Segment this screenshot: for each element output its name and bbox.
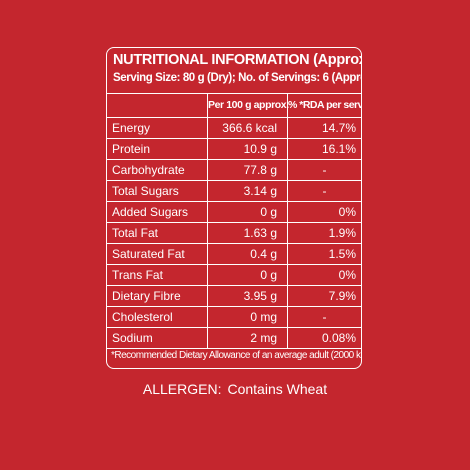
nutrient-name: Added Sugars: [112, 205, 189, 219]
nutrient-value: 1.63 g: [207, 223, 287, 244]
table-title: NUTRITIONAL INFORMATION (Approx.): [113, 52, 362, 68]
table-row: Added Sugars 0 g 0%: [107, 202, 361, 223]
nutrient-rda: 1.9%: [287, 223, 361, 244]
nutrient-rda: -: [287, 160, 361, 181]
nutrient-rda: 7.9%: [287, 286, 361, 307]
table-row: Total Fat 1.63 g 1.9%: [107, 223, 361, 244]
nutrient-value: 0 g: [207, 265, 287, 286]
nutrient-rda: 14.7%: [287, 118, 361, 139]
nutrient-value: 366.6 kcal: [207, 118, 287, 139]
column-header-per100: Per 100 g approx.: [207, 94, 289, 117]
nutrient-name: Energy: [112, 121, 151, 135]
table-row: Sodium 2 mg 0.08%: [107, 328, 361, 349]
allergen-text: Contains Wheat: [227, 381, 328, 397]
table-row: Total Sugars 3.14 g-: [107, 181, 361, 202]
allergen-label: ALLERGEN:: [142, 381, 222, 397]
nutrient-value: 3.14 g: [207, 181, 287, 202]
nutrient-value: 77.8 g: [207, 160, 287, 181]
nutrition-table: NUTRITIONAL INFORMATION (Approx.) Servin…: [106, 47, 362, 369]
table-row: Protein 10.9 g 16.1%: [107, 139, 361, 160]
table-body: Energy 366.6 kcal 14.7% Protein 10.9 g 16.1% C…: [107, 118, 361, 349]
table-header: NUTRITIONAL INFORMATION (Approx.) Servin…: [107, 48, 361, 94]
nutrient-value: 0 g: [207, 202, 287, 223]
nutrient-rda: 0.08%: [287, 328, 361, 349]
nutrient-name: Total Sugars: [112, 184, 179, 198]
table-row: Trans Fat 0 g 0%: [107, 265, 361, 286]
table-row: Carbohydrate 77.8 g-: [107, 160, 361, 181]
footnote: *Recommended Dietary Allowance of an ave…: [111, 350, 362, 361]
nutrient-name: Dietary Fibre: [112, 289, 181, 303]
nutrient-name: Carbohydrate: [112, 163, 185, 177]
nutrient-rda: 0%: [287, 265, 361, 286]
nutrient-rda: -: [287, 307, 361, 328]
nutrient-name: Protein: [112, 142, 151, 156]
nutrient-name: Sodium: [112, 331, 153, 345]
nutrient-name: Trans Fat: [112, 268, 163, 282]
nutrient-rda: 16.1%: [287, 139, 361, 160]
nutrient-value: 3.95 g: [207, 286, 287, 307]
nutrient-value: 0 mg: [207, 307, 287, 328]
nutrient-value: 0.4 g: [207, 244, 287, 265]
nutrient-value: 10.9 g: [207, 139, 287, 160]
column-header-rda: % *RDA per serve: [287, 94, 361, 117]
allergen-statement: ALLERGEN: Contains Wheat: [0, 381, 470, 397]
table-row: Energy 366.6 kcal 14.7%: [107, 118, 361, 139]
table-row: Saturated Fat 0.4 g 1.5%: [107, 244, 361, 265]
table-row: Cholesterol 0 mg -: [107, 307, 361, 328]
nutrient-name: Total Fat: [112, 226, 159, 240]
column-headers: Per 100 g approx. % *RDA per serve: [107, 94, 361, 118]
nutrient-rda: -: [287, 181, 361, 202]
serving-info: Serving Size: 80 g (Dry); No. of Serving…: [113, 72, 362, 84]
nutrient-name: Saturated Fat: [112, 247, 185, 261]
nutrient-value: 2 mg: [207, 328, 287, 349]
table-row: Dietary Fibre 3.95 g 7.9%: [107, 286, 361, 307]
nutrient-rda: 1.5%: [287, 244, 361, 265]
nutrient-rda: 0%: [287, 202, 361, 223]
nutrient-name: Cholesterol: [112, 310, 173, 324]
